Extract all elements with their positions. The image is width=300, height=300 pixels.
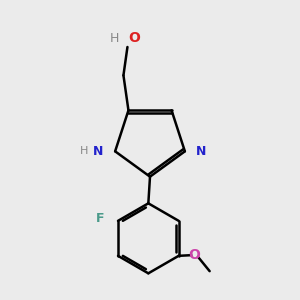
Text: O: O: [189, 248, 201, 262]
Text: N: N: [196, 145, 206, 158]
Text: F: F: [95, 212, 104, 225]
Text: H: H: [80, 146, 88, 156]
Text: N: N: [93, 145, 103, 158]
Text: O: O: [128, 31, 140, 45]
Text: H: H: [110, 32, 119, 45]
